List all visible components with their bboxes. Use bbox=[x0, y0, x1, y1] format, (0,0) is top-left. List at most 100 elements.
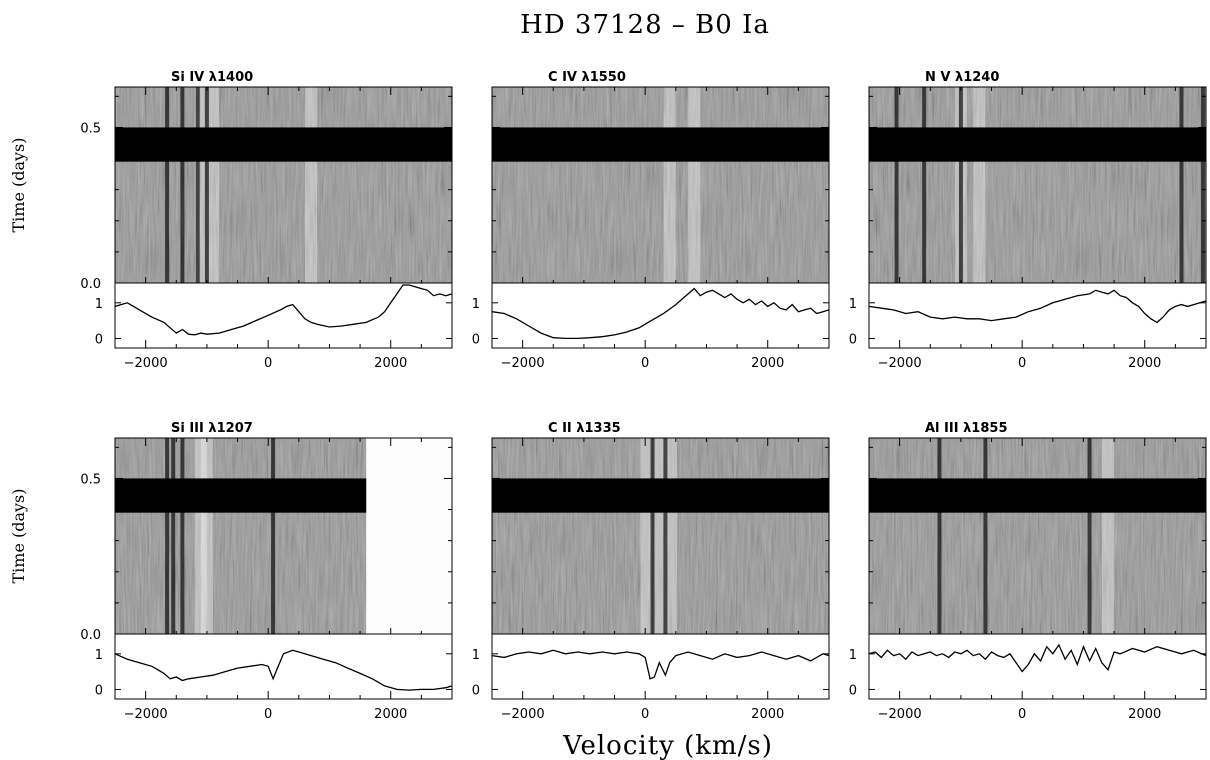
velocity-tick-label: 2000 bbox=[751, 356, 784, 371]
panel: Si III λ1207 0.0 0.5 0 1 −2000 0 2000 bbox=[80, 421, 453, 722]
velocity-tick-label: 2000 bbox=[374, 707, 407, 722]
dark-streak bbox=[983, 438, 988, 634]
panel: N V λ1240 0 1 −2000 0 2000 bbox=[849, 70, 1207, 371]
dark-streak bbox=[271, 438, 276, 634]
velocity-tick-label: −2000 bbox=[878, 356, 922, 371]
velocity-tick-label: 2000 bbox=[751, 707, 784, 722]
data-gap-band bbox=[869, 127, 1206, 162]
flux-tick-label: 0 bbox=[95, 332, 103, 347]
velocity-tick-label: 0 bbox=[641, 356, 649, 371]
velocity-tick-label: −2000 bbox=[124, 356, 168, 371]
dark-streak bbox=[663, 438, 668, 634]
panel-title: Al III λ1855 bbox=[925, 421, 1008, 436]
panel: Al III λ1855 0 1 −2000 0 2000 bbox=[849, 421, 1207, 722]
dark-streak bbox=[922, 87, 927, 283]
flux-tick-label: 1 bbox=[849, 648, 857, 663]
velocity-tick-label: 0 bbox=[264, 356, 272, 371]
flux-profile-line bbox=[114, 284, 453, 336]
x-axis-label: Velocity (km/s) bbox=[562, 731, 773, 760]
velocity-tick-label: −2000 bbox=[878, 707, 922, 722]
panel-grid: Si IV λ1400 0.0 0.5 0 1 −2000 0 2000 C IV λ1550 0… bbox=[80, 70, 1207, 722]
flux-profile-line bbox=[868, 289, 1207, 324]
data-gap-band bbox=[869, 478, 1206, 513]
profile-frame bbox=[491, 633, 830, 700]
data-gap-band bbox=[492, 478, 829, 513]
flux-profile-line bbox=[114, 649, 453, 691]
dark-streak bbox=[204, 87, 209, 283]
heatmap-texture bbox=[492, 438, 829, 634]
panel-title: C IV λ1550 bbox=[548, 70, 626, 85]
panel: Si IV λ1400 0.0 0.5 0 1 −2000 0 2000 bbox=[80, 70, 453, 371]
bright-streak bbox=[663, 87, 676, 283]
heatmap-texture bbox=[869, 438, 1206, 634]
profile-frame bbox=[114, 282, 453, 349]
bright-streak bbox=[1101, 438, 1114, 634]
velocity-tick-label: 2000 bbox=[1128, 356, 1161, 371]
flux-profile-line bbox=[491, 649, 830, 680]
dark-streak bbox=[180, 438, 185, 634]
velocity-tick-label: 0 bbox=[641, 707, 649, 722]
bright-streak bbox=[200, 438, 213, 634]
dark-streak bbox=[937, 438, 942, 634]
bright-streak bbox=[973, 87, 986, 283]
dark-streak bbox=[180, 87, 185, 283]
dark-streak bbox=[894, 87, 899, 283]
time-tick-label: 0.5 bbox=[80, 121, 101, 136]
y-axis-label-bottom: Time (days) bbox=[9, 488, 28, 583]
dark-streak bbox=[165, 87, 170, 283]
velocity-tick-label: 0 bbox=[1018, 356, 1026, 371]
panel: C II λ1335 0 1 −2000 0 2000 bbox=[472, 421, 830, 722]
dark-streak bbox=[195, 87, 200, 283]
velocity-tick-label: −2000 bbox=[501, 356, 545, 371]
data-gap-band bbox=[492, 127, 829, 162]
panel-title: Si III λ1207 bbox=[171, 421, 253, 436]
dark-streak bbox=[958, 87, 963, 283]
profile-frame bbox=[491, 282, 830, 349]
flux-tick-label: 0 bbox=[472, 683, 480, 698]
bright-streak bbox=[305, 87, 318, 283]
flux-tick-label: 0 bbox=[95, 683, 103, 698]
flux-profile-line bbox=[868, 643, 1207, 673]
profile-frame bbox=[868, 633, 1207, 700]
profile-frame bbox=[114, 633, 453, 700]
dark-streak bbox=[1200, 87, 1205, 283]
bright-streak bbox=[688, 87, 701, 283]
y-axis-label-top: Time (days) bbox=[9, 137, 28, 232]
velocity-tick-label: 2000 bbox=[1128, 707, 1161, 722]
time-tick-label: 0.5 bbox=[80, 472, 101, 487]
dark-streak bbox=[1179, 87, 1184, 283]
time-tick-label: 0.0 bbox=[80, 628, 101, 643]
time-tick-label: 0.0 bbox=[80, 277, 101, 292]
no-data-region bbox=[366, 438, 452, 634]
velocity-tick-label: −2000 bbox=[124, 707, 168, 722]
panel-title: N V λ1240 bbox=[925, 70, 999, 85]
dark-streak bbox=[165, 438, 170, 634]
flux-profile-line bbox=[491, 287, 830, 340]
flux-tick-label: 1 bbox=[95, 648, 103, 663]
flux-tick-label: 0 bbox=[472, 332, 480, 347]
data-gap-band bbox=[115, 478, 367, 513]
panel-title: C II λ1335 bbox=[548, 421, 621, 436]
velocity-tick-label: −2000 bbox=[501, 707, 545, 722]
figure-title: HD 37128 – B0 Ia bbox=[520, 10, 770, 40]
dark-streak bbox=[650, 438, 655, 634]
velocity-tick-label: 2000 bbox=[374, 356, 407, 371]
dark-streak bbox=[1087, 438, 1092, 634]
dark-streak bbox=[171, 438, 176, 634]
flux-tick-label: 1 bbox=[472, 297, 480, 312]
velocity-tick-label: 0 bbox=[1018, 707, 1026, 722]
flux-tick-label: 0 bbox=[849, 683, 857, 698]
panel-title: Si IV λ1400 bbox=[171, 70, 253, 85]
flux-tick-label: 1 bbox=[849, 297, 857, 312]
flux-tick-label: 1 bbox=[472, 648, 480, 663]
data-gap-band bbox=[115, 127, 452, 162]
heatmap-texture bbox=[115, 87, 452, 283]
velocity-tick-label: 0 bbox=[264, 707, 272, 722]
flux-tick-label: 1 bbox=[95, 297, 103, 312]
heatmap-texture bbox=[869, 87, 1206, 283]
panel: C IV λ1550 0 1 −2000 0 2000 bbox=[472, 70, 830, 371]
profile-frame bbox=[868, 282, 1207, 349]
flux-tick-label: 0 bbox=[849, 332, 857, 347]
heatmap-texture bbox=[492, 87, 829, 283]
